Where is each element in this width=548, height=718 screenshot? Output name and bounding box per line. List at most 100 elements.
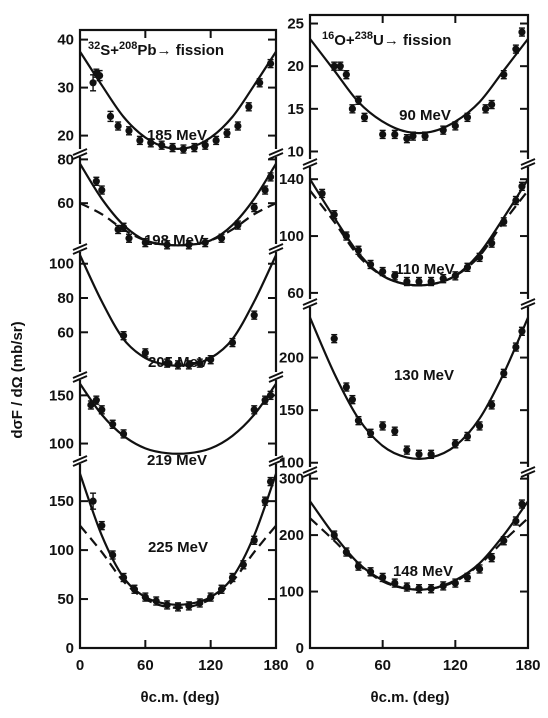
- data-point: [245, 103, 253, 111]
- panel: 150 100 50 0 225 MeV: [49, 455, 284, 657]
- data-point: [261, 186, 269, 194]
- y-tick-label: 200: [279, 527, 304, 544]
- data-point: [168, 144, 177, 152]
- data-point: [463, 113, 472, 121]
- axis-break-mark: [268, 455, 284, 463]
- data-point: [403, 277, 411, 286]
- data-point: [330, 531, 338, 539]
- axis-break-mark: [72, 152, 88, 160]
- data-point: [92, 396, 100, 404]
- data-point: [415, 585, 423, 593]
- y-tick-label: 140: [279, 171, 304, 188]
- x-tick-label: 0: [76, 657, 84, 674]
- x-tick-label: 60: [137, 657, 154, 674]
- data-point: [196, 599, 204, 607]
- data-point: [141, 593, 149, 601]
- x-tick-label: 120: [198, 657, 223, 674]
- x-tick-label: 120: [443, 657, 468, 674]
- data-point: [179, 145, 188, 153]
- data-point: [403, 446, 411, 454]
- data-point: [266, 173, 275, 181]
- data-point: [360, 113, 369, 121]
- data-point: [163, 601, 171, 609]
- energy-label: 185 MeV: [147, 127, 207, 144]
- data-point: [96, 72, 104, 80]
- data-point: [403, 583, 411, 591]
- data-point: [158, 141, 166, 149]
- data-point: [366, 260, 375, 269]
- data-point: [141, 239, 149, 247]
- x-tick-label: 0: [306, 657, 314, 674]
- y-tick-label: 20: [287, 58, 304, 75]
- axis-break-mark: [72, 459, 88, 467]
- data-point: [261, 497, 269, 505]
- data-point: [109, 551, 117, 559]
- y-tick-label: 100: [49, 436, 74, 453]
- axis-break-mark: [302, 470, 318, 478]
- data-point: [451, 440, 459, 448]
- data-point: [89, 497, 97, 505]
- data-point: [415, 277, 423, 286]
- data-point: [500, 369, 508, 377]
- y-tick-label: 20: [57, 128, 74, 145]
- panel: 25 20 15 10 90 MeV: [287, 16, 529, 160]
- data-point: [354, 562, 363, 570]
- data-point: [500, 218, 508, 226]
- energy-label: 110 MeV: [395, 261, 454, 278]
- data-point: [379, 267, 387, 276]
- data-point: [174, 361, 182, 369]
- data-point: [500, 71, 508, 79]
- data-point: [427, 585, 435, 593]
- x-tick-label: 60: [374, 657, 391, 674]
- y-tick-label: 40: [57, 32, 74, 49]
- y-tick-label: 50: [57, 591, 74, 608]
- y-tick-label: 0: [296, 640, 304, 657]
- data-point: [163, 359, 171, 367]
- data-point: [348, 105, 356, 113]
- data-point: [403, 135, 411, 143]
- data-point: [250, 406, 258, 414]
- data-point: [463, 263, 472, 271]
- axis-break-mark: [72, 371, 88, 379]
- y-tick-label: 100: [279, 584, 304, 601]
- energy-label: 130 MeV: [394, 367, 454, 384]
- data-point: [250, 311, 258, 319]
- data-point: [482, 105, 490, 113]
- data-point: [87, 401, 95, 409]
- axis-break-mark: [72, 247, 88, 255]
- data-point: [114, 225, 122, 234]
- data-point: [89, 79, 97, 87]
- axis-break-mark: [302, 298, 318, 306]
- y-tick-label: 80: [57, 290, 74, 307]
- data-point: [512, 343, 520, 351]
- data-point: [379, 130, 387, 139]
- panel: 300 200 100 0 148 MeV: [279, 466, 536, 657]
- energy-label: 205 MeV: [148, 354, 208, 371]
- axis-break-mark: [72, 243, 88, 251]
- data-point: [239, 561, 247, 569]
- y-tick-label: 200: [279, 350, 304, 367]
- axis-break-mark: [72, 375, 88, 383]
- fit-curve-solid: [79, 163, 277, 247]
- data-point: [190, 144, 198, 152]
- data-point: [125, 127, 133, 135]
- fit-curve-solid: [309, 38, 529, 135]
- y-tick-label: 15: [287, 101, 304, 118]
- data-point: [125, 234, 133, 242]
- data-point: [427, 277, 435, 286]
- y-tick-label: 60: [57, 324, 74, 341]
- data-point: [379, 422, 387, 430]
- data-point: [266, 60, 275, 68]
- chart-title: 16O+238U→ fission: [322, 30, 451, 49]
- data-point: [196, 359, 204, 367]
- y-tick-label: 150: [49, 493, 74, 510]
- panel: 80 60 198 MeV: [57, 148, 284, 250]
- axis-break-mark: [268, 459, 284, 467]
- data-point: [318, 189, 326, 198]
- data-point: [391, 427, 399, 435]
- left-x-axis-title: θc.m. (deg): [141, 689, 220, 706]
- y-tick-label: 300: [279, 471, 304, 488]
- y-tick-label: 100: [49, 542, 74, 559]
